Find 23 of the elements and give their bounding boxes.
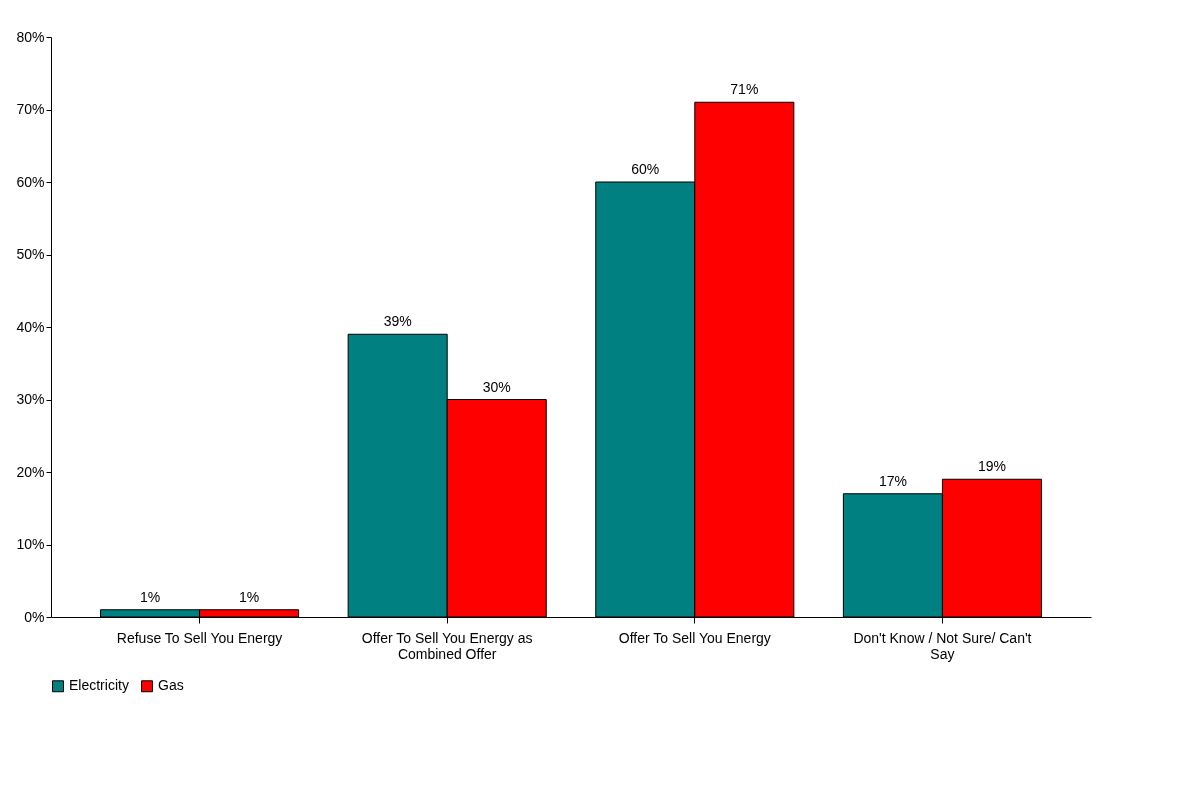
data-label: 19% <box>977 458 1006 475</box>
legend-label: Electricity <box>69 677 129 694</box>
y-tick-label: 70% <box>16 101 45 117</box>
legend-label: Gas <box>158 677 184 694</box>
x-tick-label: Offer To Sell You Energy as Combined Offer <box>361 629 533 662</box>
y-tick-label: 20% <box>16 463 45 480</box>
y-tick-label: 50% <box>16 246 45 262</box>
data-label: 17% <box>878 472 907 489</box>
y-tick-label: 80% <box>16 28 45 45</box>
x-tick-label: Offer To Sell You Energy <box>618 629 771 646</box>
x-tick-label: Don't Know / Not Sure/ Can't Say <box>853 629 1032 662</box>
x-tick-label: Refuse To Sell You Energy <box>116 629 283 646</box>
data-label: 71% <box>730 81 759 98</box>
data-label: 30% <box>482 378 511 395</box>
data-label: 39% <box>383 313 412 330</box>
data-label: 60% <box>631 161 660 177</box>
y-tick-label: 60% <box>16 173 45 190</box>
data-label: 1% <box>139 588 161 605</box>
data-label: 1% <box>238 588 260 605</box>
y-tick-label: 0% <box>24 608 45 625</box>
y-tick-label: 30% <box>16 391 45 407</box>
y-tick-label: 10% <box>16 536 45 552</box>
y-tick-label: 40% <box>16 318 45 335</box>
